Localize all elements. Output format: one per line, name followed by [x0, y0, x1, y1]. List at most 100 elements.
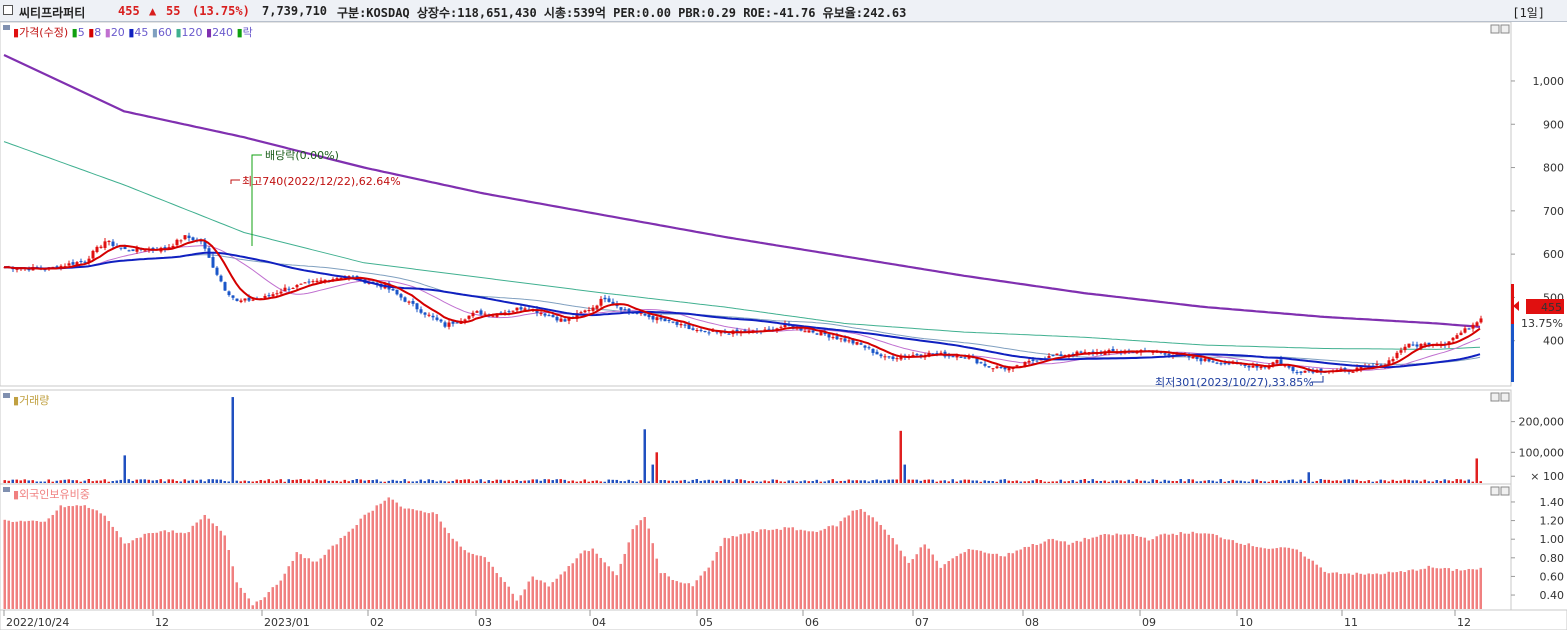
volume-bar [1115, 480, 1118, 483]
volume-bar [1143, 480, 1146, 483]
foreign-bar [223, 535, 226, 609]
foreign-bar [459, 546, 462, 609]
candle-body [507, 311, 511, 313]
select-checkbox[interactable] [3, 5, 13, 15]
legend-item-락: 락 [243, 26, 253, 39]
volume-bar [1035, 479, 1038, 483]
volume-bar [1087, 480, 1090, 483]
candle-body [871, 348, 875, 353]
candle-body [171, 245, 175, 248]
date-label: 2022/10/24 [6, 616, 69, 629]
candle-body [1111, 349, 1115, 352]
volume-bar [1295, 481, 1298, 483]
foreign-bar [1143, 537, 1146, 609]
volume-bar [1103, 480, 1106, 483]
date-label: 11 [1344, 616, 1358, 629]
foreign-bar [775, 528, 778, 609]
foreign-bar [787, 527, 790, 609]
volume-bar [439, 480, 442, 483]
foreign-bar [663, 573, 666, 609]
candle-body [203, 240, 207, 249]
candle-body [931, 353, 935, 355]
volume-bar [119, 479, 122, 483]
foreign-bar [1251, 546, 1254, 609]
candle-body [103, 241, 107, 248]
volume-bar [771, 479, 774, 483]
foreign-bar [1415, 570, 1418, 609]
volume-bar [579, 481, 582, 483]
candle-body [435, 317, 439, 320]
foreign-bar [719, 546, 722, 609]
candle-body [395, 289, 399, 295]
foreign-bar [591, 548, 594, 609]
foreign-panel-controls[interactable] [1490, 486, 1510, 496]
volume-bar [595, 480, 598, 483]
foreign-bar [1259, 547, 1262, 609]
foreign-bar [791, 527, 794, 609]
foreign-bar [1139, 536, 1142, 609]
price-tick-label: 700 [1543, 205, 1564, 218]
foreign-bar [379, 503, 382, 609]
candle-body [1403, 346, 1407, 351]
volume-bar [163, 481, 166, 483]
volume-bar [803, 480, 806, 483]
candle-body [135, 247, 139, 252]
foreign-bar [207, 518, 210, 609]
volume-bar [1183, 481, 1186, 483]
foreign-bar [899, 550, 902, 609]
price-panel-grip-icon[interactable] [3, 25, 10, 30]
foreign-bar [1395, 572, 1398, 609]
candle-body [1039, 359, 1043, 361]
volume-bar [1007, 480, 1010, 483]
period-selector[interactable]: [1일] [1512, 6, 1545, 20]
foreign-bar [1291, 548, 1294, 609]
candle-body [191, 237, 195, 241]
candle-body [911, 354, 915, 356]
foreign-bar [451, 538, 454, 609]
volume-tick-label: 200,000 [1519, 416, 1565, 429]
volume-bar [275, 480, 278, 483]
candle-body [75, 262, 79, 266]
foreign-bar [423, 512, 426, 609]
price-panel-controls[interactable] [1490, 24, 1510, 34]
foreign-bar [875, 521, 878, 609]
foreign-bar [75, 505, 78, 609]
foreign-bar [807, 531, 810, 609]
candle-body [1471, 324, 1475, 329]
volume-bar [667, 480, 670, 483]
foreign-bar [619, 563, 622, 609]
candle-body [1391, 358, 1395, 362]
foreign-bar [819, 530, 822, 609]
foreign-bar [1223, 539, 1226, 609]
legend-marker: ▮ [175, 26, 181, 39]
foreign-bar [859, 509, 862, 609]
volume-bar [187, 480, 190, 483]
candle-body [811, 330, 815, 333]
foreign-bar [39, 521, 42, 609]
stock-chart[interactable]: ▮가격(수정) ▮5 ▮8 ▮20 ▮45 ▮60 ▮120 ▮240 ▮락 ▮… [0, 22, 1567, 630]
volume-panel-grip-icon[interactable] [3, 393, 10, 398]
volume-legend: ▮거래량 [13, 394, 49, 407]
volume-bar [1231, 479, 1234, 483]
candle-body [1319, 368, 1323, 372]
foreign-bar [747, 533, 750, 609]
volume-bar [367, 479, 370, 483]
volume-bar [759, 481, 762, 483]
candle-body [1003, 367, 1007, 370]
volume-bar [1303, 480, 1306, 483]
volume-panel-controls[interactable] [1490, 392, 1510, 402]
candle-body [659, 317, 663, 320]
volume-bar [795, 481, 798, 483]
candle-body [451, 321, 455, 324]
foreign-bar [1079, 541, 1082, 609]
candle-body [1199, 358, 1203, 362]
date-label: 10 [1239, 616, 1253, 629]
foreign-panel-grip-icon[interactable] [3, 487, 10, 492]
stock-name[interactable]: 씨티프라퍼티 [19, 6, 86, 20]
candle-body [1307, 370, 1311, 372]
candle-body [947, 355, 951, 357]
candle-body [867, 347, 871, 349]
candle-body [799, 327, 803, 331]
volume-bar [95, 480, 98, 483]
candle-body [267, 295, 271, 297]
